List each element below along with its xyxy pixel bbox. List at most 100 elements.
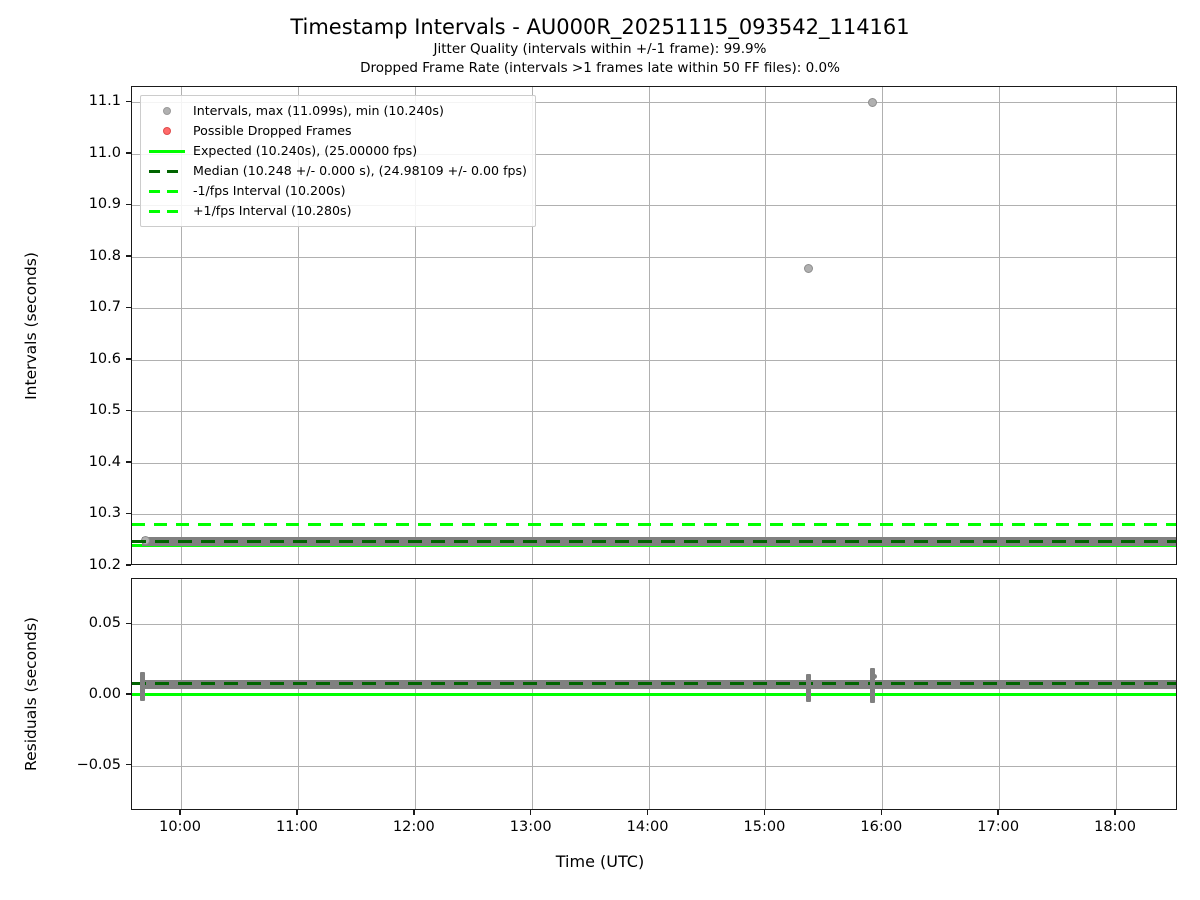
residuals-y-axis-label: Residuals (seconds) [22, 617, 40, 771]
gridline-horizontal [132, 153, 1176, 155]
gridline-horizontal [132, 411, 1176, 413]
dropped-frame-marker-icon [163, 127, 171, 135]
y-tick-mark [126, 564, 131, 566]
gridline-horizontal [132, 462, 1176, 464]
x-tick-label: 15:00 [743, 819, 786, 835]
y-tick-mark [126, 512, 131, 515]
reference-line-median [132, 539, 1176, 544]
y-tick-mark [126, 100, 131, 103]
legend-marker [147, 204, 187, 218]
residual-outlier-point [872, 674, 878, 680]
x-tick-mark [413, 810, 415, 815]
legend: Intervals, max (11.099s), min (10.240s) P… [140, 95, 536, 227]
gridline-vertical [999, 87, 1001, 564]
y-tick-label: 11.0 [88, 144, 121, 161]
y-tick-label: 0.05 [88, 615, 121, 632]
y-tick-label: 10.9 [88, 196, 121, 213]
y-tick-label: 10.4 [88, 453, 121, 470]
legend-item: Expected (10.240s), (25.00000 fps) [147, 141, 527, 161]
legend-item: -1/fps Interval (10.200s) [147, 181, 527, 201]
x-tick-mark [763, 810, 766, 815]
figure-subtitle-jitter: Jitter Quality (intervals within +/-1 fr… [433, 41, 767, 57]
y-tick-mark [126, 693, 131, 695]
title-block: Timestamp Intervals - AU000R_20251115_09… [0, 14, 1200, 78]
y-tick-mark [126, 306, 131, 309]
residual-reference-line-expected [132, 693, 1176, 697]
gridline-vertical [181, 87, 183, 564]
residuals-plot-axes [131, 578, 1177, 810]
y-tick-label: 10.3 [88, 505, 121, 522]
y-tick-mark [126, 461, 131, 463]
x-tick-mark [880, 810, 882, 815]
x-tick-label: 16:00 [860, 819, 903, 835]
gridline-horizontal [132, 205, 1176, 207]
legend-label: +1/fps Interval (10.280s) [193, 203, 352, 218]
gridline-horizontal [132, 765, 1176, 767]
x-tick-mark [296, 810, 298, 815]
gridline-horizontal [132, 308, 1176, 310]
legend-label: Expected (10.240s), (25.00000 fps) [193, 143, 418, 158]
y-tick-label: 10.2 [88, 557, 121, 573]
x-tick-label: 18:00 [1094, 819, 1136, 835]
legend-item: Intervals, max (11.099s), min (10.240s) [147, 101, 527, 121]
gridline-horizontal [132, 102, 1176, 104]
x-tick-label: 13:00 [509, 819, 552, 835]
x-tick-label: 14:00 [626, 819, 669, 835]
legend-marker [147, 144, 187, 158]
intervals-y-axis-label: Intervals (seconds) [22, 251, 40, 400]
x-tick-mark [1114, 810, 1116, 815]
x-tick-mark [530, 810, 532, 815]
residual-spike [139, 672, 145, 701]
residuals-plot-area [132, 579, 1176, 809]
legend-marker [147, 104, 187, 118]
interval-marker-icon [163, 107, 171, 115]
y-tick-mark [126, 255, 131, 257]
gridline-horizontal [132, 359, 1176, 361]
x-tick-mark [179, 810, 181, 815]
legend-marker [147, 184, 187, 198]
gridline-vertical [1116, 87, 1118, 564]
legend-label: -1/fps Interval (10.200s) [193, 183, 346, 198]
x-tick-label: 11:00 [276, 819, 318, 835]
gridline-horizontal [132, 256, 1176, 258]
y-tick-mark [126, 358, 131, 360]
y-tick-mark [126, 764, 131, 766]
gridline-vertical [531, 87, 533, 564]
y-tick-label: 0.00 [88, 686, 121, 702]
legend-marker [147, 124, 187, 138]
gridline-horizontal [132, 624, 1176, 626]
legend-label: Median (10.248 +/- 0.000 s), (24.98109 +… [193, 163, 527, 178]
residual-reference-line-median [132, 681, 1176, 686]
figure-title: Timestamp Intervals - AU000R_20251115_09… [290, 15, 910, 39]
legend-item: Possible Dropped Frames [147, 121, 527, 141]
gridline-vertical [882, 87, 884, 564]
y-tick-label: 10.6 [88, 350, 121, 367]
figure-subtitle-dropped: Dropped Frame Rate (intervals >1 frames … [360, 60, 840, 76]
legend-item: +1/fps Interval (10.280s) [147, 201, 527, 221]
y-tick-mark [126, 409, 131, 412]
gridline-vertical [414, 87, 416, 564]
x-tick-mark [646, 810, 649, 815]
intervals-plot-area [132, 87, 1176, 564]
y-tick-label: 10.7 [88, 299, 121, 316]
interval-outlier-point [868, 98, 878, 108]
legend-marker [147, 164, 187, 178]
x-tick-label: 12:00 [392, 819, 435, 835]
legend-item: Median (10.248 +/- 0.000 s), (24.98109 +… [147, 161, 527, 181]
gridline-vertical [297, 87, 299, 564]
gridline-horizontal [132, 514, 1176, 516]
gridline-vertical [648, 87, 650, 564]
x-tick-mark [997, 810, 999, 815]
x-tick-label: 10:00 [159, 819, 201, 835]
y-tick-mark [126, 203, 131, 206]
x-tick-label: 17:00 [977, 819, 1020, 835]
interval-outlier-point [803, 264, 813, 274]
legend-label: Intervals, max (11.099s), min (10.240s) [193, 103, 444, 118]
legend-label: Possible Dropped Frames [193, 123, 352, 138]
legend-line-dashed-icon [149, 169, 185, 173]
residual-spike [870, 668, 876, 704]
legend-line-dashed-icon [149, 189, 185, 193]
residual-spike [805, 673, 811, 703]
gridline-vertical [765, 87, 767, 564]
